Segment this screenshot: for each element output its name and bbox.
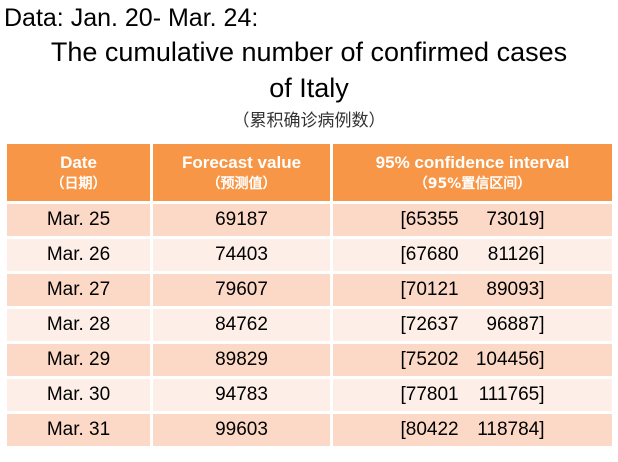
date-cell: Mar. 27 xyxy=(4,271,153,309)
ci-upper: 81126] xyxy=(487,244,545,265)
ci-cell: [65355 73019] xyxy=(330,201,615,239)
ci-cell: [70121 89093] xyxy=(330,271,615,309)
table-header-row: Date （日期） Forecast value （预测值） 95% confi… xyxy=(4,141,615,204)
date-cell: Mar. 28 xyxy=(4,306,153,344)
table-row: Mar. 30 94783 [77801 111765] xyxy=(4,376,615,414)
ci-cell: [72637 96887] xyxy=(330,306,615,344)
data-range-label: Data: Jan. 20- Mar. 24: xyxy=(4,4,259,32)
ci-lower: [75202 xyxy=(400,349,459,370)
table-row: Mar. 31 99603 [80422 118784] xyxy=(4,411,615,449)
forecast-cell: 94783 xyxy=(150,376,333,414)
ci-upper: 96887] xyxy=(486,314,545,335)
forecast-cell: 74403 xyxy=(150,236,333,274)
column-header-date: Date （日期） xyxy=(4,141,153,204)
ci-lower: [72637 xyxy=(400,314,459,335)
forecast-cell: 84762 xyxy=(150,306,333,344)
date-cell: Mar. 31 xyxy=(4,411,153,449)
ci-lower: [77801 xyxy=(400,384,459,405)
column-header-ci-en: 95% confidence interval xyxy=(375,152,570,172)
ci-lower: [65355 xyxy=(400,209,459,230)
column-header-forecast-en: Forecast value xyxy=(181,152,302,172)
ci-upper: 118784] xyxy=(477,419,545,440)
date-cell: Mar. 26 xyxy=(4,236,153,274)
forecast-cell: 99603 xyxy=(150,411,333,449)
column-header-forecast-zh: （预测值） xyxy=(206,175,277,192)
title-line-1: The cumulative number of confirmed cases xyxy=(50,37,568,67)
forecast-cell: 69187 xyxy=(150,201,333,239)
column-header-confidence-interval: 95% confidence interval （95%置信区间） xyxy=(330,141,615,204)
ci-cell: [77801 111765] xyxy=(330,376,615,414)
ci-cell: [80422 118784] xyxy=(330,411,615,449)
column-header-date-zh: （日期） xyxy=(50,175,107,192)
subtitle-chinese: （累积确诊病例数） xyxy=(232,111,386,131)
ci-lower: [70121 xyxy=(400,279,459,300)
column-header-ci-zh: （95%置信区间） xyxy=(413,175,532,192)
forecast-table: Date （日期） Forecast value （预测值） 95% confi… xyxy=(4,141,615,449)
ci-lower: [80422 xyxy=(400,419,459,440)
forecast-cell: 89829 xyxy=(150,341,333,379)
table-row: Mar. 28 84762 [72637 96887] xyxy=(4,306,615,344)
date-cell: Mar. 29 xyxy=(4,341,153,379)
forecast-cell: 79607 xyxy=(150,271,333,309)
date-cell: Mar. 30 xyxy=(4,376,153,414)
table-row: Mar. 26 74403 [67680 81126] xyxy=(4,236,615,274)
table-row: Mar. 25 69187 [65355 73019] xyxy=(4,201,615,239)
ci-upper: 89093] xyxy=(486,279,545,300)
column-header-forecast: Forecast value （预测值） xyxy=(150,141,333,204)
column-header-date-en: Date xyxy=(60,152,97,172)
ci-upper: 111765] xyxy=(478,384,545,405)
ci-cell: [75202 104456] xyxy=(330,341,615,379)
ci-lower: [67680 xyxy=(400,244,459,265)
ci-upper: 104456] xyxy=(475,349,545,370)
ci-upper: 73019] xyxy=(486,209,545,230)
table-row: Mar. 29 89829 [75202 104456] xyxy=(4,341,615,379)
ci-cell: [67680 81126] xyxy=(330,236,615,274)
table-row: Mar. 27 79607 [70121 89093] xyxy=(4,271,615,309)
date-cell: Mar. 25 xyxy=(4,201,153,239)
title-line-2: of Italy xyxy=(269,73,349,103)
